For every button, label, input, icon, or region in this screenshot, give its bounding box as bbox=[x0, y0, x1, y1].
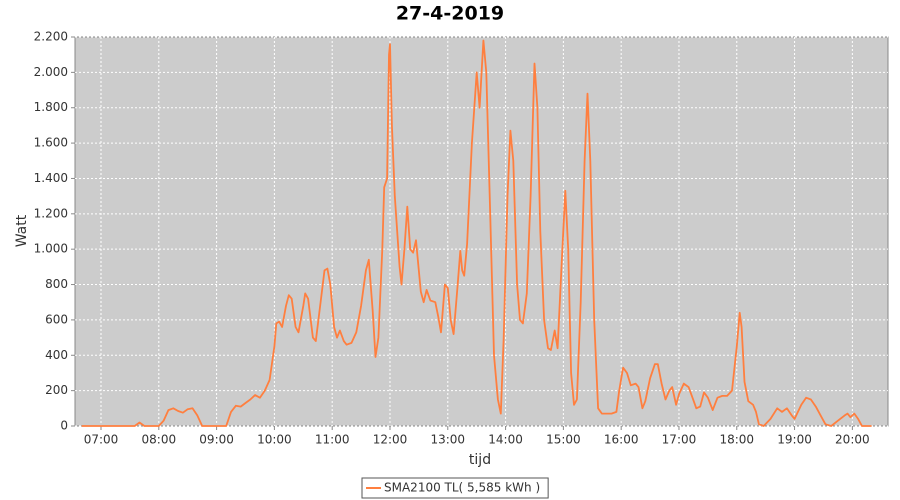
x-tick-label: 15:00 bbox=[546, 433, 581, 447]
plot-area bbox=[74, 36, 889, 427]
y-tick-label: 1.400 bbox=[34, 171, 68, 185]
x-tick-label: 08:00 bbox=[142, 433, 177, 447]
x-tick-label: 10:00 bbox=[257, 433, 292, 447]
y-axis-label: Watt bbox=[14, 214, 30, 247]
legend-label: SMA2100 TL( 5,585 kWh ) bbox=[384, 481, 540, 495]
y-tick-label: 1.600 bbox=[34, 136, 68, 150]
x-tick-label: 18:00 bbox=[719, 433, 754, 447]
x-tick-label: 14:00 bbox=[488, 433, 523, 447]
x-tick-label: 09:00 bbox=[199, 433, 234, 447]
y-tick-label: 1.000 bbox=[34, 242, 68, 256]
x-tick-label: 20:00 bbox=[835, 433, 870, 447]
legend-box bbox=[361, 477, 549, 499]
x-tick-label: 07:00 bbox=[84, 433, 119, 447]
y-tick-label: 200 bbox=[45, 383, 68, 397]
y-tick-label: 400 bbox=[45, 348, 68, 362]
y-tick-label: 2.200 bbox=[34, 30, 68, 44]
x-tick-label: 17:00 bbox=[662, 433, 697, 447]
x-tick-label: 19:00 bbox=[777, 433, 812, 447]
chart-title: 27-4-2019 bbox=[396, 3, 504, 25]
y-tick-label: 600 bbox=[45, 312, 68, 326]
x-tick-label: 12:00 bbox=[373, 433, 408, 447]
y-tick-label: 1.800 bbox=[34, 100, 68, 114]
x-tick-label: 11:00 bbox=[315, 433, 350, 447]
legend: SMA2100 TL( 5,585 kWh ) bbox=[361, 477, 549, 499]
y-tick-label: 0 bbox=[60, 419, 68, 433]
series-line bbox=[81, 39, 872, 427]
x-tick-label: 16:00 bbox=[604, 433, 639, 447]
y-tick-label: 2.000 bbox=[34, 65, 68, 79]
y-tick-label: 800 bbox=[45, 277, 68, 291]
x-axis-label: tijd bbox=[469, 452, 491, 468]
x-tick-label: 13:00 bbox=[430, 433, 465, 447]
y-tick-label: 1.200 bbox=[34, 206, 68, 220]
